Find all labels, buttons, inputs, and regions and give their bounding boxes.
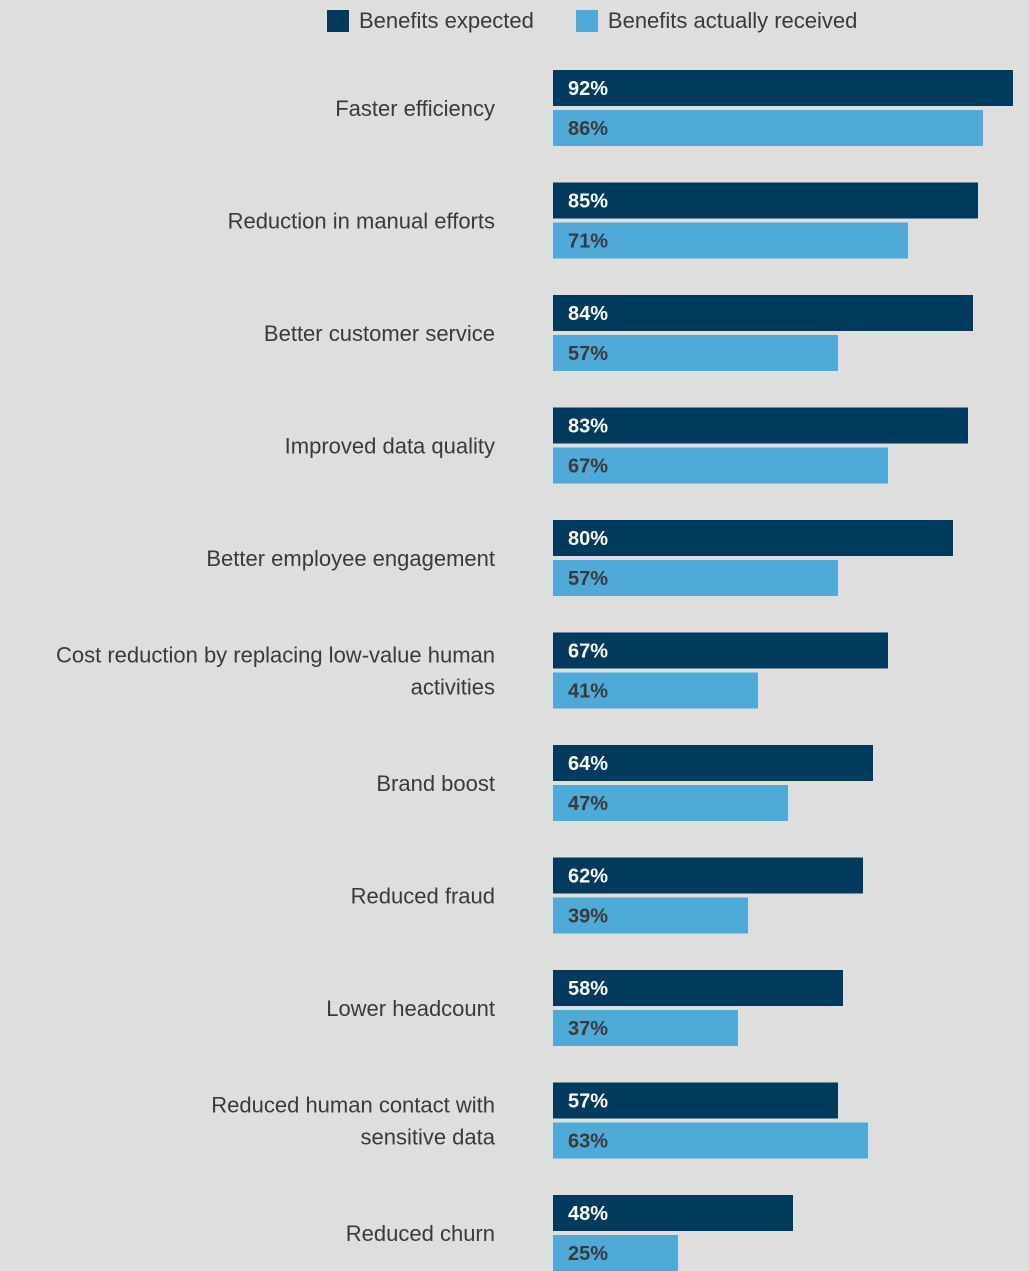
bar-expected (553, 1195, 793, 1231)
category-label: Faster efficiency (335, 96, 495, 121)
value-label-expected: 58% (568, 978, 608, 1000)
value-label-expected: 64% (568, 753, 608, 775)
bar-received (553, 1122, 868, 1159)
bar-expected (553, 632, 888, 669)
bar-expected (553, 857, 863, 894)
category-label: Cost reduction by replacing low-value hu… (56, 643, 495, 700)
bar-received (553, 785, 788, 821)
category-label: Reduced fraud (351, 884, 495, 909)
legend-item-expected: Benefits expected (327, 8, 534, 34)
value-label-received: 67% (568, 456, 608, 478)
bar-received (553, 1010, 738, 1046)
category-label-line: Better customer service (264, 321, 495, 346)
value-label-expected: 84% (568, 303, 608, 325)
value-label-received: 57% (568, 343, 608, 365)
value-label-received: 47% (568, 793, 608, 815)
category-label: Better employee engagement (206, 546, 495, 571)
value-label-received: 86% (568, 118, 608, 140)
category-label-line: activities (411, 675, 495, 700)
bar-expected (553, 520, 953, 556)
bar-expected (553, 295, 973, 331)
category-label-line: Reduced churn (346, 1221, 495, 1246)
value-label-expected: 57% (568, 1091, 608, 1113)
value-label-received: 37% (568, 1018, 608, 1040)
bar-expected (553, 182, 978, 219)
bar-received (553, 897, 748, 934)
category-label-line: Brand boost (376, 771, 495, 796)
category-label: Better customer service (264, 321, 495, 346)
value-label-expected: 67% (568, 641, 608, 663)
category-label-line: Improved data quality (285, 434, 495, 459)
bar-received (553, 335, 838, 371)
bar-received (553, 672, 758, 709)
category-label-line: Lower headcount (326, 996, 495, 1021)
value-label-expected: 85% (568, 191, 608, 213)
legend-swatch-expected (327, 10, 349, 32)
value-label-expected: 80% (568, 528, 608, 550)
category-label: Reduction in manual efforts (228, 209, 495, 234)
category-label-line: Better employee engagement (206, 546, 495, 571)
value-label-received: 57% (568, 568, 608, 590)
category-label: Reduced churn (346, 1221, 495, 1246)
bar-expected (553, 745, 873, 781)
value-label-received: 71% (568, 231, 608, 253)
legend-label-expected: Benefits expected (359, 8, 534, 33)
bar-received (553, 447, 888, 484)
value-label-received: 63% (568, 1131, 608, 1153)
category-label-line: Reduced fraud (351, 884, 495, 909)
category-label: Improved data quality (285, 434, 495, 459)
bar-received (553, 1235, 678, 1271)
category-label: Lower headcount (326, 996, 495, 1021)
bar-expected (553, 70, 1013, 106)
value-label-expected: 48% (568, 1203, 608, 1225)
value-label-received: 39% (568, 906, 608, 928)
bar-expected (553, 407, 968, 444)
category-label-line: Reduction in manual efforts (228, 209, 495, 234)
legend-label-received: Benefits actually received (607, 8, 858, 33)
bar-received (553, 560, 838, 596)
bar-received (553, 110, 983, 146)
legend-item-received: Benefits actually received (575, 8, 858, 34)
category-label: Reduced human contact with sensitive data (211, 1093, 495, 1150)
category-label-line: Faster efficiency (335, 96, 495, 121)
category-label-line: Cost reduction by replacing low-value hu… (56, 643, 495, 668)
bar-expected (553, 970, 843, 1006)
value-label-expected: 83% (568, 416, 608, 438)
bar-received (553, 222, 908, 259)
category-label: Brand boost (376, 771, 495, 796)
category-label-line: sensitive data (360, 1125, 495, 1150)
category-label-line: Reduced human contact with (211, 1093, 495, 1118)
chart-legend: Benefits expected Benefits actually rece… (327, 6, 857, 36)
value-label-received: 41% (568, 681, 608, 703)
value-label-received: 25% (568, 1243, 608, 1265)
value-label-expected: 92% (568, 78, 608, 100)
value-label-expected: 62% (568, 866, 608, 888)
legend-swatch-received (575, 10, 598, 32)
bar-expected (553, 1082, 838, 1119)
